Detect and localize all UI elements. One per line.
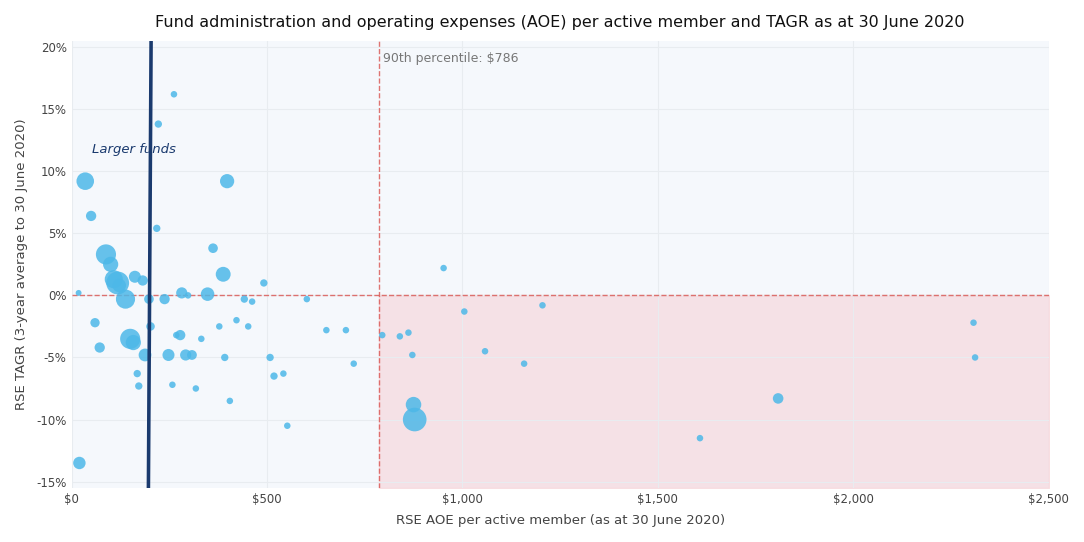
Point (142, 322, 159, 331)
Point (374, 331, 391, 339)
Y-axis label: RSE TAGR (3-year average to 30 June 2020): RSE TAGR (3-year average to 30 June 2020… (15, 119, 28, 410)
Point (150, 120, 167, 128)
Point (70, 288, 88, 297)
Point (168, 331, 185, 339)
X-axis label: RSE AOE per active member (as at 30 June 2020): RSE AOE per active member (as at 30 June… (396, 514, 724, 527)
Point (279, 421, 296, 430)
Point (692, 434, 709, 442)
Point (193, 334, 210, 343)
Point (134, 276, 152, 285)
Point (965, 318, 982, 327)
Point (171, 331, 189, 339)
Point (298, 295, 315, 304)
Point (345, 359, 362, 368)
Point (159, 351, 177, 359)
Point (91, 343, 108, 352)
Point (140, 295, 157, 304)
Text: Larger funds: Larger funds (92, 143, 176, 156)
Point (156, 295, 173, 304)
Point (149, 224, 166, 233)
Point (198, 290, 216, 299)
Point (70, 459, 88, 467)
Point (188, 384, 205, 393)
Point (400, 328, 417, 337)
Point (240, 322, 257, 331)
Point (228, 316, 245, 325)
Point (137, 351, 154, 359)
Point (117, 295, 134, 304)
Point (177, 351, 194, 359)
Point (337, 326, 354, 334)
Point (109, 279, 127, 287)
Point (82, 211, 100, 220)
Point (126, 273, 143, 281)
Point (261, 353, 279, 362)
Point (476, 347, 493, 356)
Point (235, 295, 253, 304)
Point (515, 359, 532, 368)
Point (406, 415, 424, 424)
Point (77, 177, 94, 185)
Point (105, 275, 122, 283)
Point (435, 264, 452, 273)
Point (129, 369, 146, 378)
Point (102, 260, 119, 269)
Point (533, 301, 551, 309)
Point (179, 291, 196, 300)
Point (455, 307, 473, 316)
Point (121, 334, 139, 343)
Point (770, 394, 787, 403)
Point (967, 353, 984, 362)
Point (219, 177, 236, 185)
Point (87, 318, 104, 327)
Point (215, 270, 232, 279)
Point (216, 353, 233, 362)
Point (244, 297, 261, 306)
Point (111, 281, 128, 290)
Title: Fund administration and operating expenses (AOE) per active member and TAGR as a: Fund administration and operating expens… (155, 15, 965, 30)
Point (221, 397, 238, 405)
Point (266, 372, 283, 380)
Point (210, 322, 228, 331)
Point (183, 351, 201, 359)
Point (98, 250, 115, 259)
Point (165, 90, 182, 99)
Point (391, 332, 409, 341)
Point (130, 382, 147, 390)
Point (318, 326, 335, 334)
Text: 90th percentile: $786: 90th percentile: $786 (384, 52, 519, 65)
Point (255, 279, 272, 287)
Point (403, 351, 421, 359)
Point (164, 380, 181, 389)
Point (205, 244, 222, 253)
Point (404, 401, 422, 409)
Point (274, 369, 292, 378)
Point (173, 288, 191, 297)
Point (125, 338, 142, 347)
